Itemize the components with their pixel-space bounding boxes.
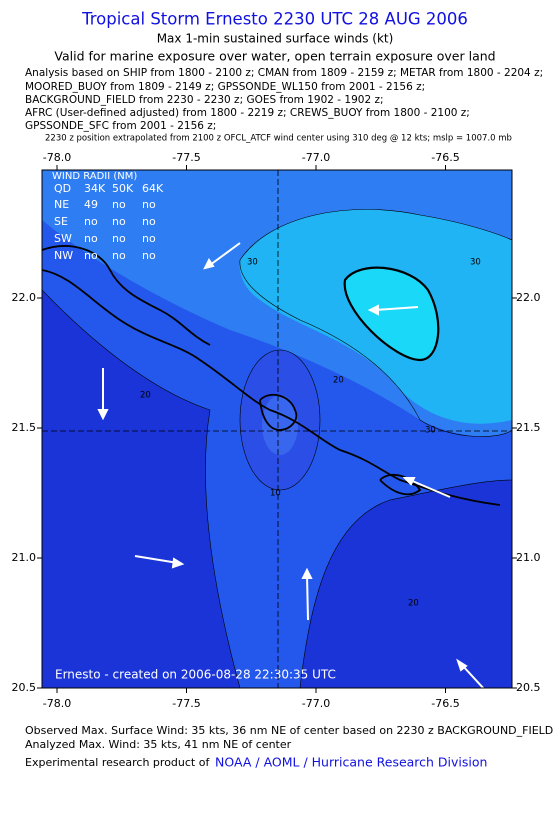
y-tick-label: 21.5	[12, 421, 37, 434]
x-tick-label: -76.5	[431, 151, 459, 164]
wind-radii-cell: no	[142, 198, 156, 211]
contour-label: 10	[270, 489, 281, 499]
x-tick-label: -77.5	[172, 697, 200, 710]
wind-radii-cell: no	[112, 215, 126, 228]
subtitle: Max 1-min sustained surface winds (kt)	[157, 32, 394, 46]
analyzed-wind: Analyzed Max. Wind: 35 kts, 41 nm NE of …	[25, 738, 292, 751]
wind-radii-header: 64K	[142, 182, 164, 195]
source-line: MOORED_BUOY from 1809 - 2149 z; GPSSONDE…	[25, 81, 425, 93]
y-tick-label: 21.0	[12, 551, 37, 564]
wind-radii-cell: no	[112, 232, 126, 245]
contour-label: 30	[247, 258, 258, 268]
wind-radii-header: QD	[54, 182, 71, 195]
credit: Ernesto - created on 2006-08-28 22:30:35…	[55, 668, 336, 682]
map-frame	[41, 169, 513, 689]
wind-radii-cell: no	[142, 232, 156, 245]
contour-label: 20	[408, 599, 419, 609]
product-note: Experimental research product of	[25, 756, 210, 769]
title: Tropical Storm Ernesto 2230 UTC 28 AUG 2…	[81, 10, 468, 29]
wind-radii-cell: SE	[54, 215, 68, 228]
x-tick-label: -78.0	[43, 151, 71, 164]
wind-radii-cell: SW	[54, 232, 72, 245]
y-tick-label: 22.0	[12, 291, 37, 304]
x-tick-label: -77.0	[302, 697, 330, 710]
y-tick-label: 21.0	[516, 551, 541, 564]
wind-radii-cell: no	[84, 232, 98, 245]
x-tick-label: -77.5	[172, 151, 200, 164]
y-tick-label: 20.5	[12, 681, 37, 694]
source-line: GPSSONDE_SFC from 2001 - 2156 z;	[25, 120, 216, 132]
source-line: AFRC (User-defined adjusted) from 1800 -…	[25, 107, 470, 119]
y-tick-label: 22.0	[516, 291, 541, 304]
wind-radii-table: WIND RADII (NM) QD 34K 50K 64K NE 49 no no SE no n…	[52, 171, 164, 262]
source-line: Analysis based on SHIP from 1800 - 2100 …	[25, 67, 543, 79]
wind-radii-cell: 49	[84, 198, 98, 211]
wind-radii-header: 50K	[112, 182, 134, 195]
contour-label: 20	[140, 391, 151, 401]
y-tick-label: 20.5	[516, 681, 541, 694]
observed-wind: Observed Max. Surface Wind: 35 kts, 36 n…	[25, 724, 553, 737]
position-note: 2230 z position extrapolated from 2100 z…	[45, 134, 512, 144]
contour-label: 30	[470, 258, 481, 268]
contour-label: 20	[333, 376, 344, 386]
source-line: BACKGROUND_FIELD from 2230 - 2230 z; GOE…	[25, 94, 384, 106]
max-wind-contour	[343, 266, 440, 362]
wind-radii-title: WIND RADII (NM)	[52, 171, 137, 182]
x-tick-label: -78.0	[43, 697, 71, 710]
wind-radii-cell: no	[84, 215, 98, 228]
contours	[42, 209, 512, 688]
wind-radii-cell: no	[84, 249, 98, 262]
wind-radii-cell: no	[142, 249, 156, 262]
validity: Valid for marine exposure over water, op…	[54, 49, 495, 64]
wind-radii-cell: no	[112, 198, 126, 211]
contour-label: 30	[425, 426, 436, 436]
axes: -78.0 -78.0 -77.5 -77.5 -77.0 -77.0 -76.5 -76.5…	[12, 151, 541, 710]
y-tick-label: 21.5	[516, 421, 541, 434]
wind-radii-header: 34K	[84, 182, 106, 195]
map: 30 30 30 20 20 20 10 WIND RADII (NM) QD 3…	[42, 170, 512, 688]
coastline	[42, 245, 501, 506]
wind-radii-cell: no	[112, 249, 126, 262]
x-tick-label: -77.0	[302, 151, 330, 164]
wind-radii-cell: NE	[54, 198, 69, 211]
wind-vectors	[97, 242, 485, 688]
contour-label-group: 30 30 30 20 20 20 10	[140, 258, 481, 609]
wind-radii-cell: NW	[54, 249, 73, 262]
link[interactable]: NOAA / AOML / Hurricane Research Divisio…	[215, 755, 487, 770]
x-tick-label: -76.5	[431, 697, 459, 710]
wind-radii-cell: no	[142, 215, 156, 228]
